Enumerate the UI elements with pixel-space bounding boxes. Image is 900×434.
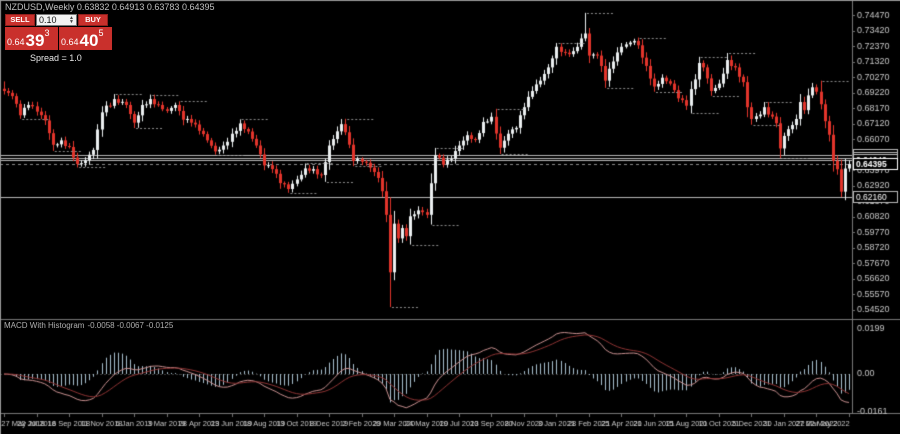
macd-indicator-values: -0.0058 -0.0067 -0.0125 <box>87 321 174 330</box>
spread-label: Spread = 1.0 <box>30 53 82 63</box>
lot-decrease-icon[interactable]: ▼ <box>69 19 74 25</box>
sell-price-prefix: 0.64 <box>7 37 25 47</box>
lot-stepper-arrows: ▲ ▼ <box>69 15 74 25</box>
sell-price-pip-digit: 3 <box>44 28 50 38</box>
buy-price-big-digits: 40 <box>79 31 99 50</box>
sell-price-display[interactable]: 0.64 39 3 <box>5 27 58 50</box>
buy-price-pip-digit: 5 <box>98 28 104 38</box>
lot-size-value[interactable]: 0.10 <box>39 15 57 25</box>
buy-price-display[interactable]: 0.64 40 5 <box>59 27 112 50</box>
macd-indicator-label: MACD With Histogram -0.0058 -0.0067 -0.01… <box>4 321 176 330</box>
sell-price-big-digits: 39 <box>25 31 45 50</box>
one-click-trading-widget: SELL 0.10 ▲ ▼ BUY 0.64 39 3 0.64 40 5 <box>5 14 112 50</box>
sell-button[interactable]: SELL <box>5 14 35 26</box>
lot-increase-icon[interactable]: ▲ <box>69 15 74 21</box>
chart-title-ohlc: NZDUSD,Weekly 0.63832 0.64913 0.63783 0.… <box>5 2 215 12</box>
lot-size-stepper[interactable]: 0.10 ▲ ▼ <box>36 14 77 26</box>
buy-price-prefix: 0.64 <box>61 37 79 47</box>
macd-indicator-name: MACD With Histogram <box>4 321 85 330</box>
buy-button[interactable]: BUY <box>78 14 108 26</box>
